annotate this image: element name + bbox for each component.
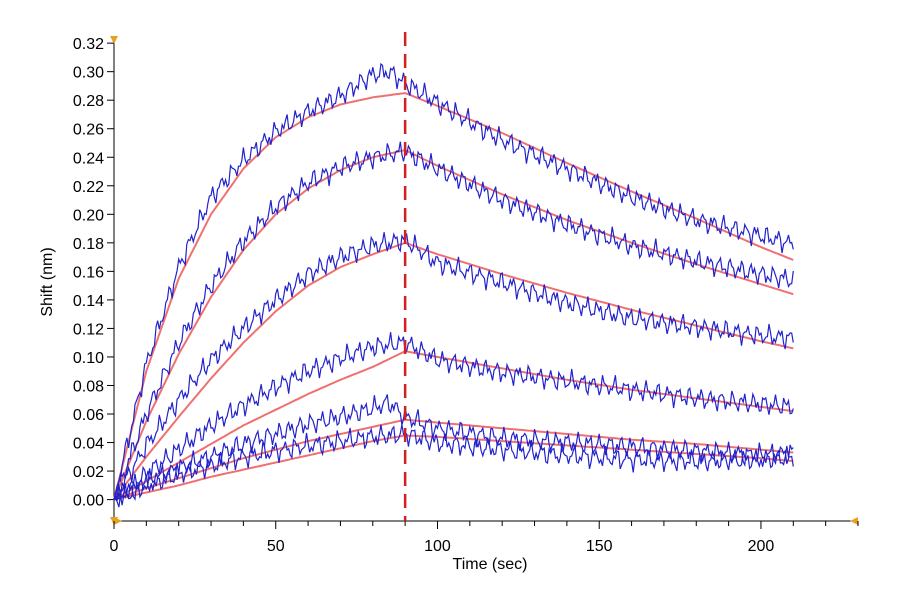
x-tick-label: 50 xyxy=(267,538,285,555)
y-tick-label: 0.22 xyxy=(73,179,104,196)
y-tick-label: 0.08 xyxy=(73,378,104,395)
y-tick-label: 0.32 xyxy=(73,36,104,53)
y-tick-label: 0.28 xyxy=(73,93,104,110)
y-tick-label: 0.26 xyxy=(73,122,104,139)
y-axis-end-marker-top xyxy=(110,36,118,44)
series-layer xyxy=(113,62,794,508)
x-tick-label: 200 xyxy=(748,538,775,555)
measured-curve xyxy=(113,424,794,508)
y-tick-label: 0.02 xyxy=(73,464,104,481)
measured-curve xyxy=(113,62,794,500)
y-tick-label: 0.30 xyxy=(73,65,104,82)
fit-curve xyxy=(113,350,794,501)
y-tick-label: 0.16 xyxy=(73,264,104,281)
y-tick-label: 0.10 xyxy=(73,350,104,367)
x-tick-label: 150 xyxy=(586,538,613,555)
y-tick-label: 0.12 xyxy=(73,321,104,338)
x-axis-title: Time (sec) xyxy=(453,556,528,573)
x-tick-label: 0 xyxy=(110,538,119,555)
fit-curve xyxy=(113,434,794,501)
x-axis-end-marker-right xyxy=(850,517,858,525)
measured-curve xyxy=(113,141,794,501)
y-axis-title: Shift (nm) xyxy=(39,247,56,316)
y-tick-label: 0.06 xyxy=(73,407,104,424)
y-ticks: 0.00 0.02 0.04 0.06 0.08 0.10 0.12 0.14 0.16 0.18… xyxy=(73,36,114,510)
y-tick-label: 0.18 xyxy=(73,236,104,253)
fit-curve xyxy=(113,241,794,501)
x-tick-label: 100 xyxy=(424,538,451,555)
y-tick-label: 0.20 xyxy=(73,207,104,224)
y-tick-label: 0.00 xyxy=(73,493,104,510)
y-tick-label: 0.24 xyxy=(73,150,104,167)
fit-curve xyxy=(113,418,794,501)
x-ticks: 0 50 100 150 200 xyxy=(110,521,859,555)
x-axis-end-marker-left xyxy=(114,517,122,525)
y-tick-label: 0.04 xyxy=(73,436,104,453)
y-tick-label: 0.14 xyxy=(73,293,104,310)
measured-curve xyxy=(113,394,794,506)
measured-curve xyxy=(113,332,794,501)
measured-curve xyxy=(113,232,794,500)
